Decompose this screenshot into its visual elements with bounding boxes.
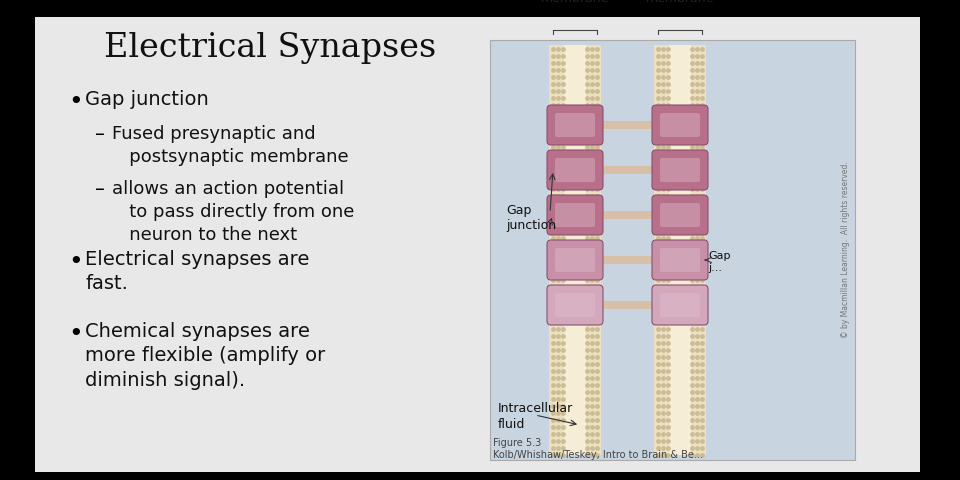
Text: Fused presynaptic and
   postsynaptic membrane: Fused presynaptic and postsynaptic membr… bbox=[112, 125, 348, 166]
FancyBboxPatch shape bbox=[660, 293, 700, 317]
Text: •: • bbox=[68, 322, 83, 346]
FancyBboxPatch shape bbox=[547, 105, 603, 145]
FancyBboxPatch shape bbox=[555, 248, 595, 272]
FancyBboxPatch shape bbox=[547, 150, 603, 190]
FancyBboxPatch shape bbox=[652, 195, 708, 235]
Bar bbox=[597, 301, 658, 309]
Bar bbox=[597, 166, 658, 174]
Bar bbox=[654, 45, 706, 455]
Text: •: • bbox=[68, 90, 83, 114]
FancyBboxPatch shape bbox=[547, 285, 603, 325]
FancyBboxPatch shape bbox=[555, 158, 595, 182]
Text: Gap junction: Gap junction bbox=[85, 90, 208, 109]
Text: –: – bbox=[95, 180, 105, 199]
FancyBboxPatch shape bbox=[555, 293, 595, 317]
Text: Gap
junction: Gap junction bbox=[506, 204, 556, 232]
Bar bbox=[597, 121, 658, 129]
Bar bbox=[669, 45, 691, 455]
FancyBboxPatch shape bbox=[547, 195, 603, 235]
Text: •: • bbox=[68, 250, 83, 274]
FancyBboxPatch shape bbox=[35, 17, 920, 472]
FancyBboxPatch shape bbox=[660, 248, 700, 272]
Text: Cell 2
membrane: Cell 2 membrane bbox=[646, 0, 714, 5]
FancyBboxPatch shape bbox=[660, 113, 700, 137]
FancyBboxPatch shape bbox=[547, 240, 603, 280]
FancyBboxPatch shape bbox=[652, 150, 708, 190]
Bar bbox=[490, 40, 855, 460]
Text: allows an action potential
   to pass directly from one
   neuron to the next: allows an action potential to pass direc… bbox=[112, 180, 354, 244]
Bar bbox=[597, 211, 658, 219]
FancyBboxPatch shape bbox=[652, 285, 708, 325]
Text: Electrical Synapses: Electrical Synapses bbox=[104, 32, 436, 64]
Text: Gap
j...: Gap j... bbox=[708, 251, 731, 273]
Text: © by Macmillan Learning.  All rights reserved.: © by Macmillan Learning. All rights rese… bbox=[841, 162, 850, 338]
FancyBboxPatch shape bbox=[555, 113, 595, 137]
FancyBboxPatch shape bbox=[660, 158, 700, 182]
Bar bbox=[564, 45, 586, 455]
FancyBboxPatch shape bbox=[555, 203, 595, 227]
Text: –: – bbox=[95, 125, 105, 144]
Text: Cell 1
membrane: Cell 1 membrane bbox=[540, 0, 610, 5]
Bar bbox=[549, 45, 601, 455]
Text: Figure 5.3
Kolb/Whishaw/Teskey, Intro to Brain & Be...: Figure 5.3 Kolb/Whishaw/Teskey, Intro to… bbox=[493, 438, 703, 460]
Bar bbox=[597, 256, 658, 264]
Text: Electrical synapses are
fast.: Electrical synapses are fast. bbox=[85, 250, 309, 293]
Text: Intracellular
fluid: Intracellular fluid bbox=[498, 402, 573, 431]
Text: Chemical synapses are
more flexible (amplify or
diminish signal).: Chemical synapses are more flexible (amp… bbox=[85, 322, 325, 389]
FancyBboxPatch shape bbox=[652, 240, 708, 280]
FancyBboxPatch shape bbox=[660, 203, 700, 227]
FancyBboxPatch shape bbox=[652, 105, 708, 145]
